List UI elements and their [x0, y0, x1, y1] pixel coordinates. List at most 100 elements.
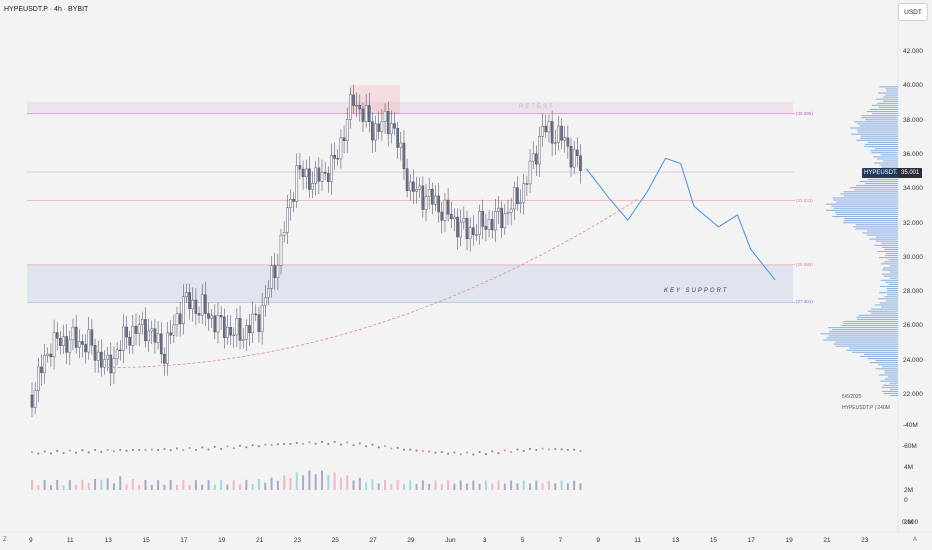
candle [449, 213, 453, 220]
candle [65, 336, 68, 353]
level-label: (38.395) [796, 110, 813, 116]
time-tick: 13 [104, 537, 112, 544]
candle [408, 181, 412, 191]
candle [566, 137, 570, 147]
candle [172, 324, 176, 336]
time-tick: 27 [369, 537, 377, 544]
candle [308, 168, 311, 190]
candle [506, 212, 510, 215]
candle [572, 149, 576, 168]
time-tick: 21 [823, 537, 831, 544]
key-support-label: KEY SUPPORT [664, 288, 729, 294]
candle [345, 119, 349, 141]
candle [371, 121, 374, 141]
candle [336, 158, 340, 160]
time-tick: 15 [142, 537, 150, 544]
candle [235, 318, 239, 336]
candle [125, 326, 128, 338]
candle [87, 329, 91, 353]
candle [90, 329, 94, 346]
candle [399, 142, 403, 148]
candle [292, 199, 295, 202]
time-tick: 21 [255, 537, 264, 544]
candle [484, 226, 488, 230]
candle [84, 344, 87, 353]
candle [43, 355, 46, 373]
candle [503, 213, 507, 229]
currency-button[interactable]: USDT [898, 3, 928, 21]
candle [541, 125, 544, 137]
candle [500, 207, 503, 229]
candle [238, 318, 242, 341]
candle [427, 188, 431, 197]
volume-tick: 2M [904, 487, 914, 494]
candle [191, 299, 195, 309]
candle [200, 294, 204, 316]
candle [81, 341, 84, 345]
retest-zone [27, 101, 793, 114]
candle [320, 172, 324, 182]
price-tick: 30.000 [903, 253, 923, 261]
candle [156, 333, 160, 343]
candle [538, 136, 541, 165]
candle [62, 336, 65, 346]
candle [390, 123, 393, 135]
candle [333, 155, 336, 159]
candle [115, 349, 119, 359]
candle [282, 232, 286, 236]
candle [317, 167, 321, 182]
volume-tick: 0.000 [902, 519, 919, 526]
candle [68, 339, 72, 353]
candle [40, 366, 43, 373]
candle [112, 358, 116, 374]
candle [222, 316, 226, 338]
candle [431, 188, 434, 205]
time-tick: 11 [66, 537, 74, 544]
volume-profile [820, 86, 898, 397]
candle [289, 199, 292, 208]
price-tick: 26.000 [903, 322, 923, 330]
candle [229, 327, 232, 336]
candle [314, 167, 317, 184]
candle [118, 349, 122, 351]
time-tick: 9 [596, 537, 601, 544]
candle [453, 216, 456, 220]
candle [178, 313, 182, 325]
candle [260, 304, 264, 332]
level-label: (33.333) [796, 197, 813, 203]
candle [557, 125, 560, 143]
candle [323, 172, 327, 174]
price-tick: 32.000 [903, 219, 923, 227]
candle [339, 137, 343, 160]
candle [544, 125, 548, 133]
price-tick: 22.000 [903, 391, 923, 398]
zoom-toggle[interactable]: Z [3, 537, 7, 543]
candle [465, 217, 469, 240]
candle [267, 288, 270, 298]
candle [286, 207, 289, 233]
time-tick: 17 [747, 537, 755, 544]
candle [166, 332, 169, 364]
candle [418, 185, 422, 190]
candle [437, 195, 440, 213]
candle [349, 94, 352, 120]
candle [245, 325, 248, 340]
candle [30, 394, 34, 408]
candle [295, 165, 299, 202]
candle [531, 153, 535, 162]
candle [402, 142, 406, 169]
candle [386, 111, 390, 135]
candle [131, 325, 135, 346]
time-tick: 19 [218, 537, 226, 544]
candle [576, 149, 579, 157]
candle [525, 183, 529, 185]
candle [355, 104, 358, 107]
candle [424, 196, 428, 210]
trend-curve [107, 199, 638, 368]
candle [210, 315, 213, 319]
price-tick: 40.000 [903, 82, 923, 90]
candle [213, 315, 217, 333]
candle [46, 353, 50, 356]
auto-scale-toggle[interactable]: A [913, 537, 918, 543]
